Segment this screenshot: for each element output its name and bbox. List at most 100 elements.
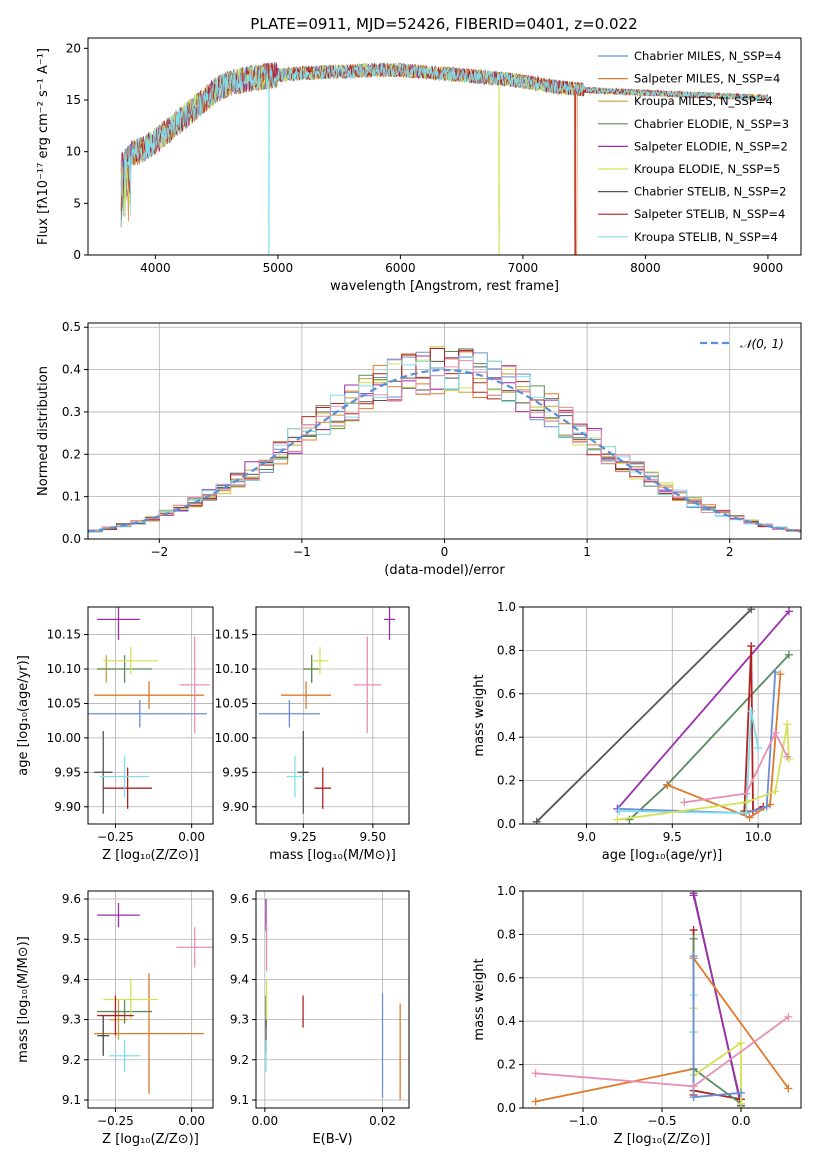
x-tick-label: 9000 [753, 261, 784, 275]
legend-label: Kroupa MILES, N_SSP=4 [634, 94, 773, 108]
x-axis-label: Z [log₁₀(Z/Z⊙)] [102, 1132, 199, 1147]
spectrum-line [120, 63, 769, 255]
y-tick-label: 0.8 [497, 643, 516, 657]
weight-marker [736, 1099, 745, 1108]
y-tick-label: 0.0 [497, 1101, 516, 1115]
y-tick-label: 10.10 [215, 662, 249, 676]
histogram-step [88, 347, 801, 532]
weight-marker [742, 809, 751, 818]
y-tick-label: 9.95 [54, 765, 81, 779]
x-axis-label: E(B-V) [312, 1132, 352, 1147]
y-tick-label: 0.4 [497, 730, 516, 744]
x-axis-label: mass [log₁₀(M/M⊙)] [269, 848, 396, 863]
weight-marker [689, 926, 698, 935]
x-axis-label: (data-model)/error [384, 563, 505, 578]
weight-marker [771, 787, 780, 796]
axes-frame [255, 606, 410, 825]
weight-marker [784, 1084, 793, 1093]
spectrum-line [120, 62, 769, 216]
legend-label: Salpeter MILES, N_SSP=4 [634, 72, 780, 86]
y-tick-label: 9.2 [62, 1053, 81, 1067]
axes-frame [87, 606, 214, 825]
weight-marker [531, 1069, 540, 1078]
axes-frame [87, 322, 802, 540]
legend-label: Chabrier STELIB, N_SSP=2 [634, 185, 786, 199]
y-tick-label: 0.2 [497, 774, 516, 788]
weight-marker [742, 798, 751, 807]
y-tick-label: 9.4 [230, 972, 249, 986]
plot-area [120, 62, 769, 255]
x-tick-label: −0.5 [647, 1114, 676, 1128]
weight-marker [783, 752, 792, 761]
y-tick-label: 1.0 [497, 600, 516, 614]
x-tick-label: 0.02 [369, 1114, 396, 1128]
y-axis-label: mass weight [472, 958, 487, 1040]
weight-marker [689, 1082, 698, 1091]
axes-frame [255, 890, 410, 1109]
y-tick-label: 10.05 [47, 696, 81, 710]
weight-marker [663, 780, 672, 789]
x-tick-label: 9.50 [359, 830, 386, 844]
axes-age-Z: −0.25 0.00 9.90 9.95 10.00 10.05 10.10 10.15 Z [… [16, 606, 214, 863]
legend-label: Chabrier MILES, N_SSP=4 [634, 49, 781, 63]
y-tick-label: 10.15 [215, 628, 249, 642]
weight-marker [776, 670, 785, 679]
y-tick-label: 1.0 [497, 884, 516, 898]
plot-area [265, 899, 401, 1100]
legend-label: Kroupa ELODIE, N_SSP=5 [634, 162, 780, 176]
weight-marker [680, 798, 689, 807]
x-axis-label: Z [log₁₀(Z/Z⊙)] [102, 848, 199, 863]
weight-marker [742, 789, 751, 798]
weight-marker [531, 1097, 540, 1106]
weight-marker [615, 806, 624, 815]
axes-frame [522, 890, 802, 1109]
x-tick-label: 7000 [508, 261, 539, 275]
plot-area [532, 607, 793, 824]
y-tick-label: 15 [66, 93, 81, 107]
y-axis-label: Flux [fλ10⁻¹⁷ erg cm⁻² s⁻¹ A⁻¹] [36, 48, 51, 245]
plot-area [258, 607, 396, 814]
histogram-step [88, 356, 801, 532]
y-tick-label: 0.2 [62, 447, 81, 461]
y-tick-label: 9.90 [54, 800, 81, 814]
y-tick-label: 10.15 [47, 628, 81, 642]
weight-marker [784, 1012, 793, 1021]
weight-marker [689, 891, 698, 900]
weight-marker [783, 720, 792, 729]
plot-area [88, 346, 801, 533]
weight-marker [747, 707, 756, 716]
weight-marker [532, 817, 541, 824]
y-tick-label: 9.3 [62, 1013, 81, 1027]
weight-marker [689, 952, 698, 961]
weight-marker [613, 815, 622, 824]
x-tick-label: 2 [726, 545, 734, 559]
weight-marker [747, 642, 756, 651]
x-tick-label: 1 [583, 545, 591, 559]
weight-line [616, 610, 790, 810]
legend-label: Salpeter ELODIE, N_SSP=2 [634, 139, 788, 153]
axes-weight-age: 9.0 9.5 10.0 0.0 0.2 0.4 0.6 0.8 1.0 age [log₁₀(a… [472, 600, 802, 863]
x-tick-label: 5000 [263, 261, 294, 275]
y-tick-label: 0.4 [62, 363, 81, 377]
weight-marker [747, 607, 756, 614]
x-tick-label: 10.0 [745, 830, 772, 844]
legend-label: Salpeter STELIB, N_SSP=4 [634, 207, 785, 221]
weight-line [666, 674, 782, 819]
y-tick-label: 0.6 [497, 971, 516, 985]
x-tick-label: 6000 [385, 261, 416, 275]
weight-marker [784, 650, 793, 659]
weight-line [536, 608, 752, 823]
x-tick-label: 8000 [630, 261, 661, 275]
x-tick-label: 0.00 [178, 1114, 205, 1128]
weight-line [692, 895, 742, 1104]
y-tick-label: 9.1 [230, 1093, 249, 1107]
y-tick-label: 9.2 [230, 1053, 249, 1067]
axes-frame [87, 890, 214, 1109]
y-tick-label: 9.4 [62, 972, 81, 986]
y-tick-label: 0.4 [497, 1014, 516, 1028]
y-tick-label: 9.6 [62, 892, 81, 906]
weight-marker [625, 815, 634, 824]
weight-marker [689, 1093, 698, 1102]
weight-marker [771, 668, 780, 677]
y-tick-label: 0.0 [62, 532, 81, 546]
